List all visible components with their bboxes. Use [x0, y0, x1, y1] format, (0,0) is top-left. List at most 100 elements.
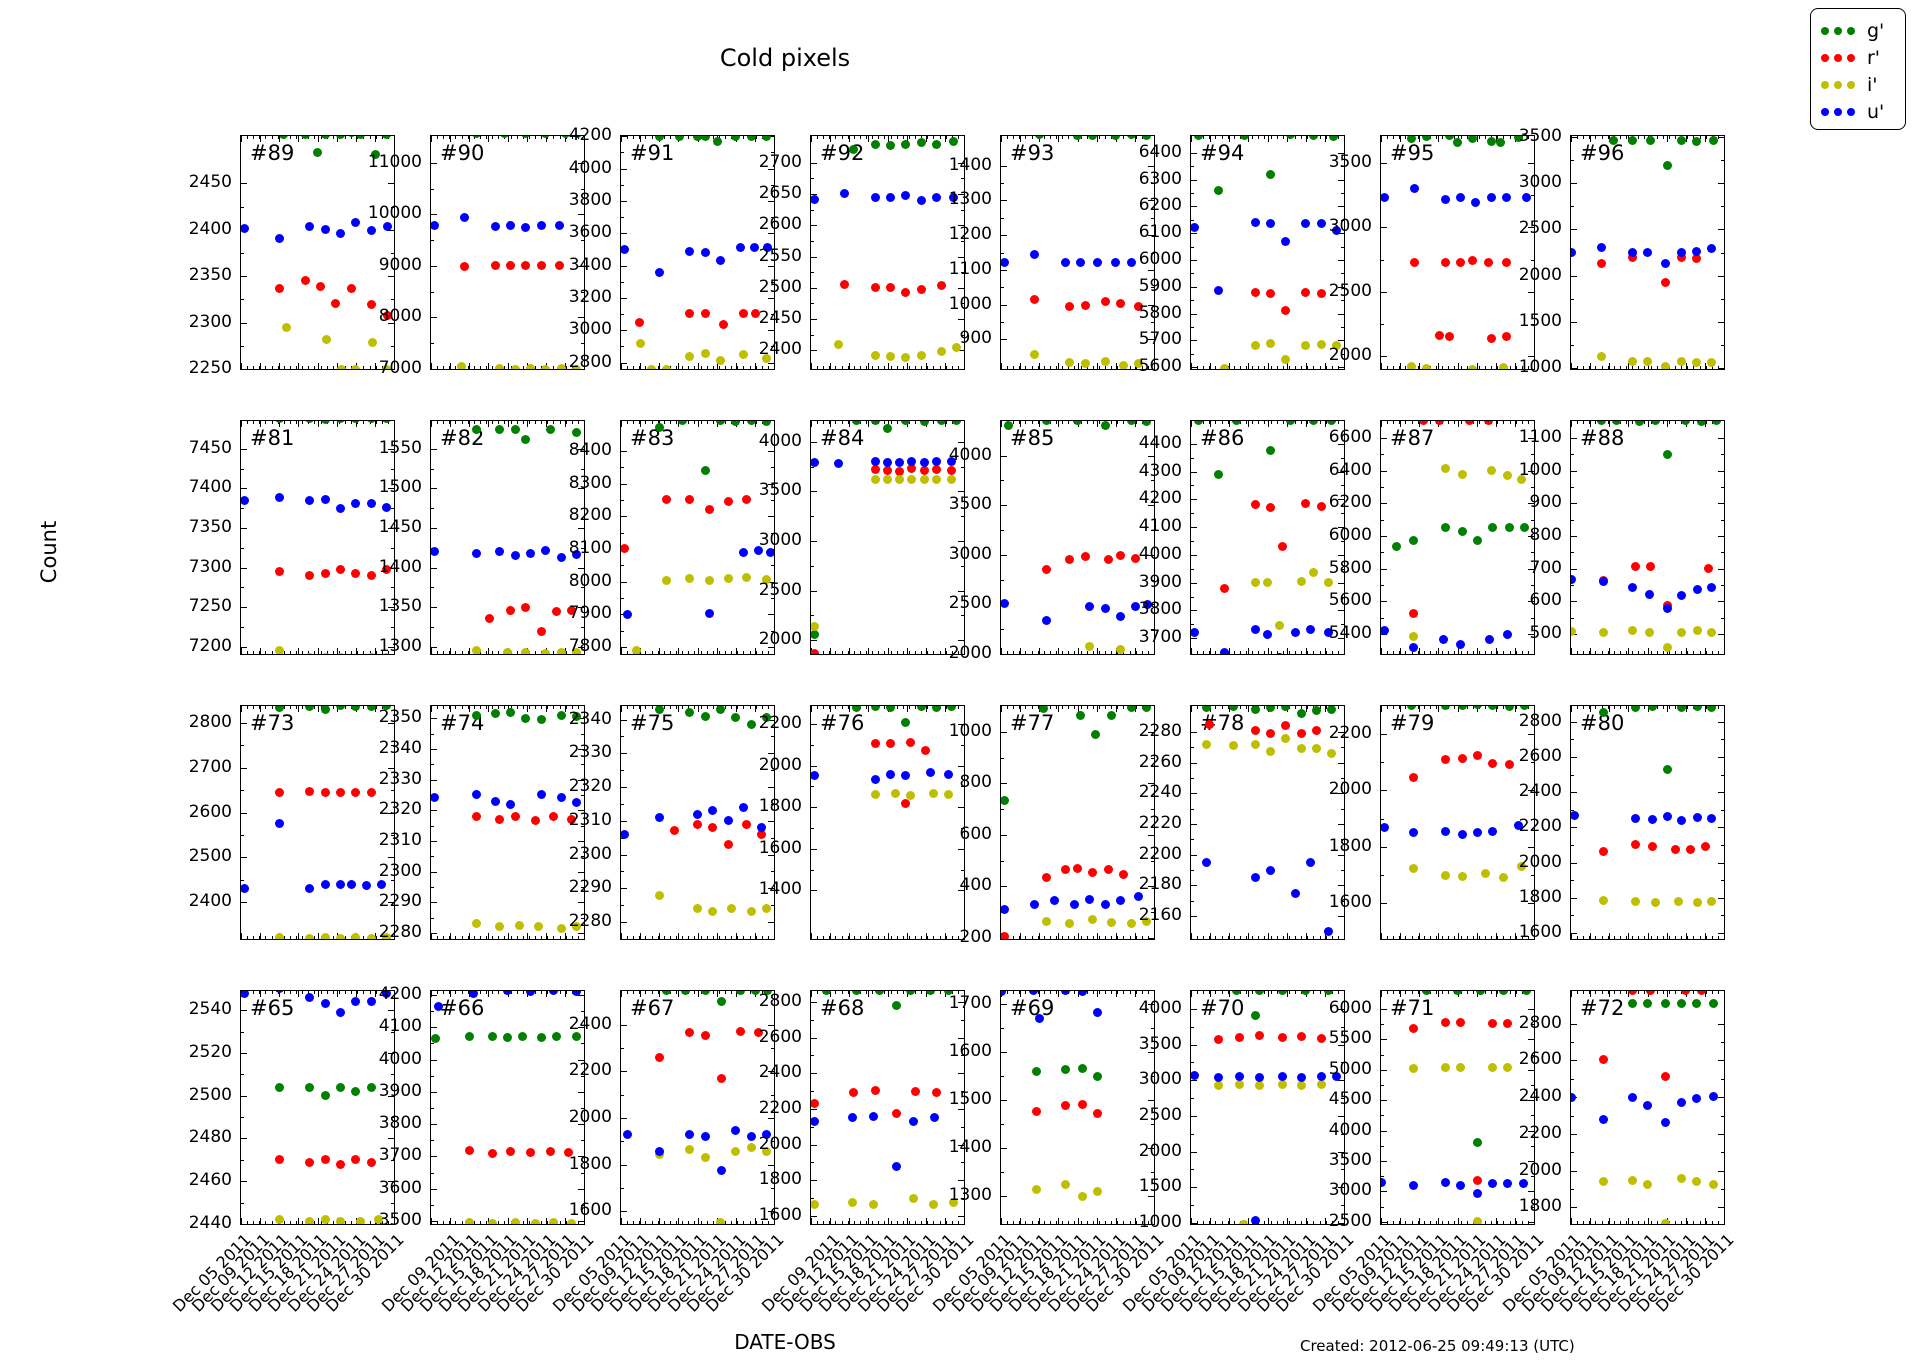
subplot-94: #94: [1190, 135, 1345, 370]
y-minor-tick: [1191, 1062, 1194, 1063]
y-minor-tick: [1151, 1028, 1154, 1029]
x-minor-tick: [1332, 936, 1333, 939]
y-major-tick: [1718, 1024, 1724, 1025]
x-major-tick: [1381, 1218, 1382, 1224]
y-tick-label: 1800: [758, 1169, 802, 1189]
x-minor-tick: [774, 366, 775, 369]
data-point-i: [274, 1215, 284, 1224]
x-minor-tick: [302, 706, 303, 709]
data-point-u: [735, 242, 745, 252]
data-point-i: [1266, 747, 1276, 757]
x-minor-tick: [664, 651, 665, 654]
data-point-g: [916, 138, 926, 148]
data-point-i: [1644, 627, 1654, 637]
x-minor-tick: [940, 651, 941, 654]
data-point-g: [1422, 136, 1432, 142]
y-major-tick: [1338, 793, 1344, 794]
x-minor-tick: [1062, 366, 1063, 369]
x-major-tick: [1058, 648, 1059, 654]
y-minor-tick: [961, 1055, 964, 1056]
x-minor-tick: [284, 366, 285, 369]
x-major-tick: [546, 933, 547, 939]
y-tick-label: 3900: [1138, 572, 1182, 592]
y-tick-label: 2000: [1328, 779, 1372, 799]
x-minor-tick: [1271, 936, 1272, 939]
data-point-r: [947, 465, 957, 475]
data-point-g: [1301, 991, 1311, 996]
data-point-r: [366, 1157, 376, 1167]
x-minor-tick: [1062, 706, 1063, 709]
y-major-tick: [1338, 885, 1344, 886]
data-point-g: [1281, 706, 1291, 711]
y-major-tick: [1571, 229, 1577, 230]
x-minor-tick: [958, 651, 959, 654]
y-major-tick: [768, 753, 774, 754]
data-point-r: [1118, 870, 1128, 880]
y-tick-label: 2000: [1518, 852, 1562, 872]
x-major-tick: [356, 648, 357, 654]
x-minor-tick: [1638, 366, 1639, 369]
y-minor-tick: [621, 1188, 624, 1189]
data-point-u: [1266, 219, 1276, 229]
x-minor-tick: [682, 1221, 683, 1224]
x-minor-tick: [1301, 1221, 1302, 1224]
y-major-tick: [431, 933, 437, 934]
x-major-tick: [1381, 363, 1382, 369]
x-minor-tick: [1491, 651, 1492, 654]
data-point-r: [545, 1147, 555, 1157]
x-major-tick: [1287, 1218, 1288, 1224]
data-point-r: [931, 1088, 941, 1098]
x-minor-tick: [1724, 936, 1725, 939]
x-minor-tick: [1595, 706, 1596, 709]
data-point-i: [1440, 870, 1450, 880]
data-point-u: [305, 992, 315, 1002]
data-point-g: [1214, 185, 1224, 195]
x-major-tick: [279, 421, 280, 427]
x-minor-tick: [1638, 936, 1639, 939]
x-minor-tick: [1473, 991, 1474, 994]
x-minor-tick: [639, 936, 640, 939]
data-point-g: [371, 150, 381, 160]
y-minor-tick: [581, 189, 584, 190]
x-major-tick: [546, 421, 547, 427]
x-minor-tick: [1491, 1221, 1492, 1224]
x-minor-tick: [1130, 936, 1131, 939]
x-major-tick: [565, 933, 566, 939]
x-major-tick: [811, 421, 812, 427]
data-point-r: [1266, 288, 1276, 298]
x-major-tick: [830, 648, 831, 654]
data-point-r: [305, 787, 315, 797]
x-minor-tick: [1007, 1221, 1008, 1224]
y-tick-label: 2700: [188, 757, 232, 777]
x-minor-tick: [1626, 421, 1627, 424]
y-tick-label: 400: [959, 875, 992, 895]
x-minor-tick: [486, 421, 487, 424]
data-point-u: [1662, 603, 1672, 613]
data-point-u: [383, 221, 393, 231]
x-minor-tick: [345, 651, 346, 654]
x-minor-tick: [884, 651, 885, 654]
x-major-tick: [1001, 363, 1002, 369]
data-point-g: [521, 434, 531, 444]
x-minor-tick: [1724, 366, 1725, 369]
x-minor-tick: [1491, 936, 1492, 939]
x-major-tick: [375, 136, 376, 142]
x-minor-tick: [1154, 936, 1155, 939]
data-point-u: [1456, 1180, 1466, 1190]
x-minor-tick: [1589, 366, 1590, 369]
y-tick-label: 3200: [568, 287, 612, 307]
x-major-tick: [1496, 933, 1497, 939]
x-minor-tick: [1687, 1221, 1688, 1224]
data-point-u: [1408, 1180, 1418, 1190]
x-minor-tick: [903, 366, 904, 369]
data-point-u: [1278, 1071, 1288, 1081]
y-major-tick: [1338, 1223, 1344, 1224]
x-major-tick: [849, 991, 850, 997]
y-major-tick: [1148, 1148, 1154, 1149]
data-point-r: [1410, 257, 1420, 267]
x-minor-tick: [884, 366, 885, 369]
y-tick-label: 3000: [758, 530, 802, 550]
y-minor-tick: [771, 346, 774, 347]
x-minor-tick: [848, 706, 849, 709]
x-minor-tick: [1436, 366, 1437, 369]
